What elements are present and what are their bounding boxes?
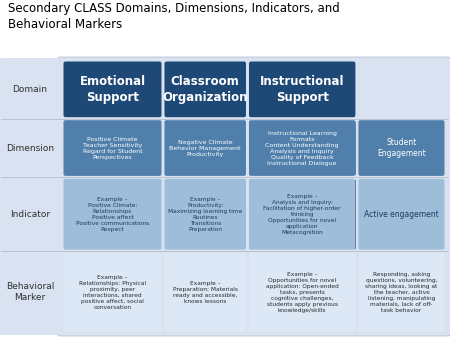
FancyBboxPatch shape (63, 179, 162, 249)
Text: Example –
Opportunities for novel
application: Open-ended
tasks, presents
cognit: Example – Opportunities for novel applic… (266, 271, 338, 313)
FancyBboxPatch shape (358, 179, 445, 249)
Text: Classroom
Organization: Classroom Organization (162, 75, 248, 104)
Text: Example –
Analysis and Inquiry:
Facilitation of higher-order
thinking
Opportunit: Example – Analysis and Inquiry: Facilita… (263, 194, 341, 235)
Text: Instructional Learning
Formats
Content Understanding
Analysis and Inquiry
Qualit: Instructional Learning Formats Content U… (266, 130, 339, 166)
Text: Instructional
Support: Instructional Support (260, 75, 344, 104)
Text: Active engagement: Active engagement (364, 210, 439, 219)
FancyBboxPatch shape (0, 58, 61, 335)
FancyBboxPatch shape (165, 179, 246, 249)
Text: Dimension: Dimension (6, 144, 54, 152)
Text: Negative Climate
Behavior Management
Productivity: Negative Climate Behavior Management Pro… (170, 140, 241, 156)
Text: Example –
Productivity:
Maximizing learning time
Routines
Transitions
Preparatio: Example – Productivity: Maximizing learn… (168, 197, 243, 232)
FancyBboxPatch shape (249, 120, 356, 176)
Text: Indicator: Indicator (10, 210, 50, 219)
Text: Secondary CLASS Domains, Dimensions, Indicators, and
Behavioral Markers: Secondary CLASS Domains, Dimensions, Ind… (8, 2, 340, 31)
FancyBboxPatch shape (165, 120, 246, 176)
Text: Example –
Preparation: Materials
ready and accessible,
knows lessons: Example – Preparation: Materials ready a… (173, 281, 238, 304)
Text: Responding, asking
questions, volunteering,
sharing ideas, looking at
the teache: Responding, asking questions, volunteeri… (365, 271, 437, 313)
FancyBboxPatch shape (358, 120, 445, 176)
Text: Behavioral
Marker: Behavioral Marker (6, 282, 54, 302)
FancyBboxPatch shape (249, 179, 356, 249)
Text: Positive Climate
Teacher Sensitivity
Regard for Student
Perspectives: Positive Climate Teacher Sensitivity Reg… (83, 137, 142, 160)
Text: Example –
Relationships: Physical
proximity, peer
interactions, shared
positive : Example – Relationships: Physical proxim… (79, 274, 146, 310)
FancyBboxPatch shape (358, 252, 445, 332)
Text: Domain: Domain (13, 85, 48, 94)
FancyBboxPatch shape (165, 252, 246, 332)
FancyBboxPatch shape (249, 62, 356, 117)
FancyBboxPatch shape (63, 62, 162, 117)
FancyBboxPatch shape (57, 57, 450, 336)
Text: Example –
Positive Climate:
Relationships
Positive affect
Positive communication: Example – Positive Climate: Relationship… (76, 197, 149, 232)
Text: Emotional
Support: Emotional Support (80, 75, 145, 104)
FancyBboxPatch shape (63, 252, 162, 332)
FancyBboxPatch shape (165, 62, 246, 117)
Text: Student
Engagement: Student Engagement (377, 138, 426, 158)
FancyBboxPatch shape (63, 120, 162, 176)
FancyBboxPatch shape (249, 252, 356, 332)
